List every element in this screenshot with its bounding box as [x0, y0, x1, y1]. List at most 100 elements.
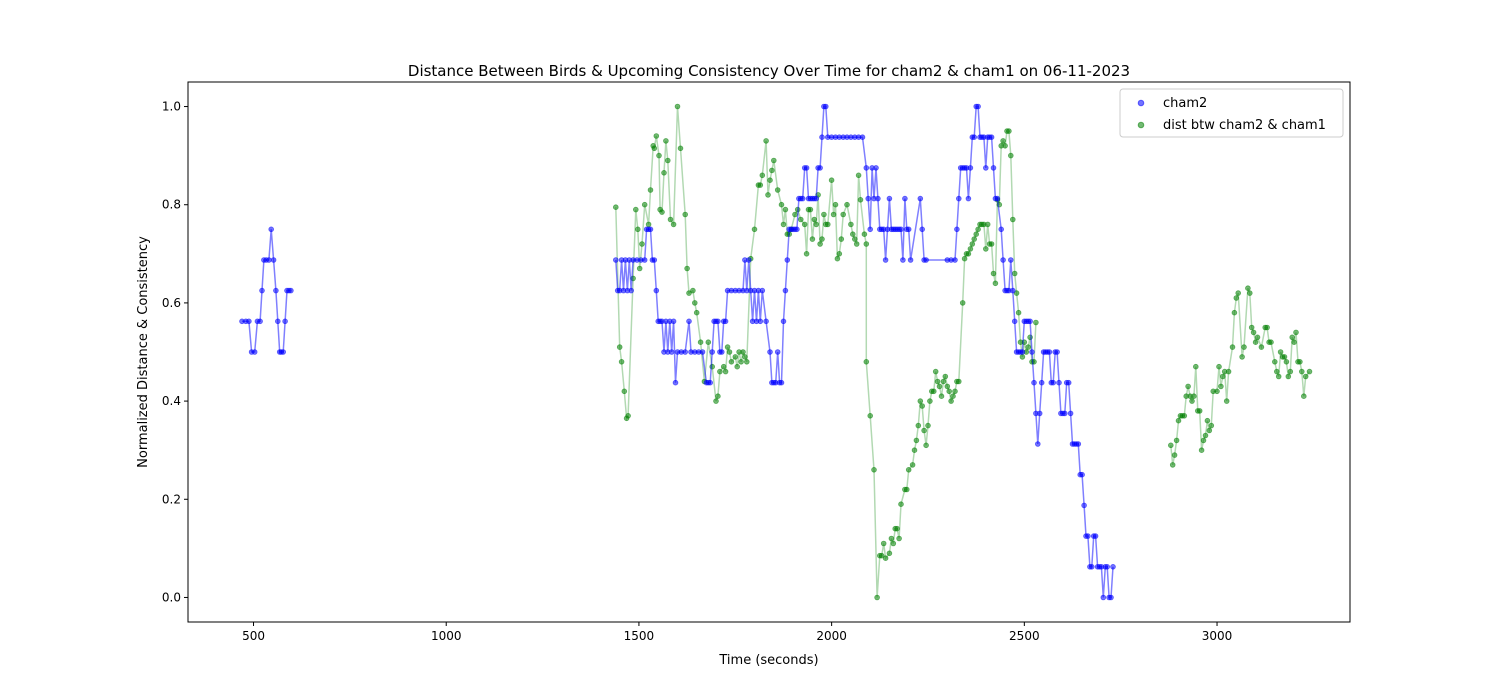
data-point-dist — [1168, 442, 1174, 449]
data-point-cham2 — [1029, 349, 1035, 355]
data-point-dist — [1033, 319, 1039, 326]
x-tick-label: 1000 — [431, 629, 462, 643]
data-point-cham2 — [994, 195, 1001, 202]
data-point-cham2 — [803, 165, 810, 171]
x-tick-label: 1500 — [624, 629, 655, 643]
data-point-cham2 — [898, 226, 904, 233]
data-point-dist — [763, 138, 769, 144]
data-point-dist — [1171, 452, 1178, 458]
data-point-cham2 — [902, 195, 908, 202]
data-point-cham2 — [1108, 594, 1114, 601]
data-point-dist — [807, 206, 814, 213]
data-point-dist — [697, 339, 704, 346]
data-point-dist — [1006, 128, 1012, 134]
data-point-cham2 — [670, 318, 677, 325]
data-point-dist — [1277, 349, 1284, 355]
data-point-dist — [932, 368, 939, 375]
data-point-cham2 — [1100, 594, 1107, 601]
data-point-dist — [830, 211, 837, 218]
data-point-cham2 — [819, 134, 825, 141]
data-point-cham2 — [975, 103, 981, 110]
data-point-dist — [724, 344, 731, 350]
data-point-dist — [982, 246, 989, 252]
data-point-dist — [803, 251, 810, 257]
x-tick-label: 500 — [242, 629, 265, 643]
data-point-cham2 — [1007, 257, 1014, 263]
data-point-dist — [1218, 383, 1224, 390]
data-point-cham2 — [266, 257, 272, 263]
data-point-dist — [1301, 393, 1307, 400]
data-point-cham2 — [875, 195, 881, 202]
data-point-dist — [965, 251, 972, 257]
legend-box — [1119, 88, 1344, 138]
data-point-dist — [952, 388, 958, 395]
data-point-dist — [1025, 344, 1031, 350]
data-point-cham2 — [982, 165, 989, 171]
data-point-dist — [769, 167, 775, 174]
data-point-dist — [1013, 290, 1020, 296]
data-point-dist — [792, 211, 798, 218]
data-point-dist — [840, 211, 846, 218]
data-point-cham2 — [971, 134, 977, 141]
data-point-cham2 — [709, 349, 715, 355]
data-point-dist — [959, 300, 966, 306]
data-point-cham2 — [1062, 410, 1068, 417]
data-point-cham2 — [1110, 563, 1116, 570]
data-point-dist — [715, 393, 721, 400]
data-point-dist — [1193, 363, 1199, 370]
data-point-dist — [834, 255, 841, 262]
data-point-dist — [732, 354, 739, 360]
data-point-dist — [1275, 373, 1282, 380]
data-point-cham2 — [905, 226, 912, 233]
data-point-dist — [686, 290, 692, 296]
data-point-cham2 — [907, 257, 914, 263]
data-point-dist — [913, 437, 920, 444]
data-point-dist — [1250, 329, 1257, 336]
data-point-dist — [984, 221, 991, 228]
data-point-dist — [898, 501, 904, 508]
data-point-dist — [656, 152, 662, 159]
data-point-dist — [726, 349, 733, 355]
data-point-dist — [757, 182, 764, 188]
legend-label-dist: dist btw cham2 & cham1 — [1163, 118, 1326, 133]
data-point-dist — [653, 133, 660, 139]
data-point-cham2 — [1046, 349, 1053, 355]
data-point-cham2 — [865, 195, 871, 202]
data-point-cham2 — [822, 103, 829, 110]
data-point-dist — [636, 265, 643, 272]
data-point-dist — [639, 241, 645, 247]
data-point-dist — [811, 216, 818, 223]
data-point-dist — [693, 309, 700, 316]
data-point-dist — [948, 398, 954, 404]
data-point-cham2 — [867, 226, 873, 233]
data-point-dist — [1220, 373, 1226, 380]
data-point-dist — [616, 344, 623, 350]
data-point-dist — [1248, 324, 1255, 331]
data-point-dist — [921, 427, 927, 434]
data-point-dist — [813, 221, 819, 228]
data-point-dist — [734, 363, 740, 370]
data-point-cham2 — [998, 226, 1004, 233]
x-axis-label: Time (seconds) — [718, 653, 818, 668]
data-point-dist — [1169, 462, 1176, 468]
data-point-dist — [1245, 285, 1251, 292]
data-point-dist — [894, 525, 900, 532]
data-point-dist — [855, 172, 862, 179]
data-point-dist — [1239, 354, 1245, 360]
data-point-dist — [1252, 339, 1259, 346]
data-point-dist — [911, 447, 918, 454]
data-point-dist — [1285, 373, 1292, 380]
data-point-dist — [940, 378, 947, 385]
data-point-dist — [682, 211, 688, 218]
data-point-dist — [751, 226, 758, 233]
data-point-dist — [1258, 344, 1265, 350]
x-axis: 500 1000 1500 2000 2500 3000 — [242, 622, 1232, 643]
data-point-dist — [838, 236, 845, 242]
data-point-cham2 — [1067, 410, 1074, 417]
data-point-dist — [625, 412, 631, 419]
data-point-dist — [641, 201, 648, 208]
data-point-dist — [1293, 329, 1299, 336]
data-point-dist — [944, 383, 951, 390]
data-point-dist — [988, 241, 995, 247]
